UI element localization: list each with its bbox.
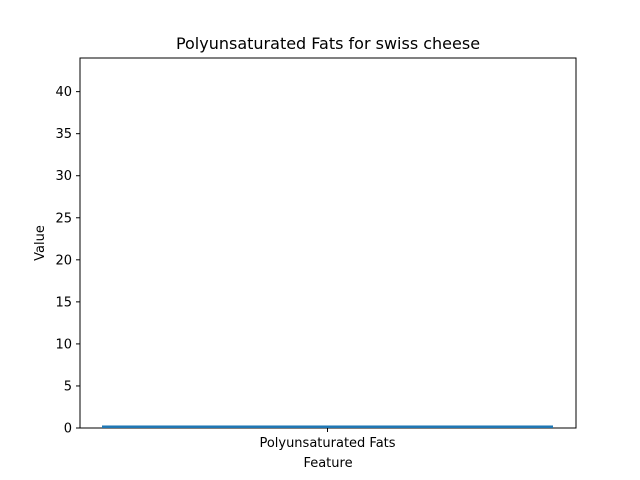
y-axis-label: Value <box>33 225 48 261</box>
y-tick-label: 15 <box>55 295 72 310</box>
y-tick-label: 30 <box>55 169 72 184</box>
bars-group <box>102 425 553 428</box>
y-tick-label: 10 <box>55 337 72 352</box>
x-axis-label: Feature <box>303 456 352 471</box>
bar <box>102 425 553 428</box>
chart-title: Polyunsaturated Fats for swiss cheese <box>176 34 480 53</box>
y-tick-label: 40 <box>55 85 72 100</box>
y-axis-ticks: 0 5 10 15 20 25 30 35 40 <box>55 85 80 437</box>
y-tick-label: 35 <box>55 127 72 142</box>
y-tick-label: 20 <box>55 253 72 268</box>
x-axis-ticks: Polyunsaturated Fats <box>259 428 396 451</box>
plot-area-frame <box>79 57 577 429</box>
y-tick-label: 0 <box>64 422 72 437</box>
x-tick-label: Polyunsaturated Fats <box>259 436 395 451</box>
y-tick-label: 25 <box>55 211 72 226</box>
y-tick-label: 5 <box>64 379 72 394</box>
